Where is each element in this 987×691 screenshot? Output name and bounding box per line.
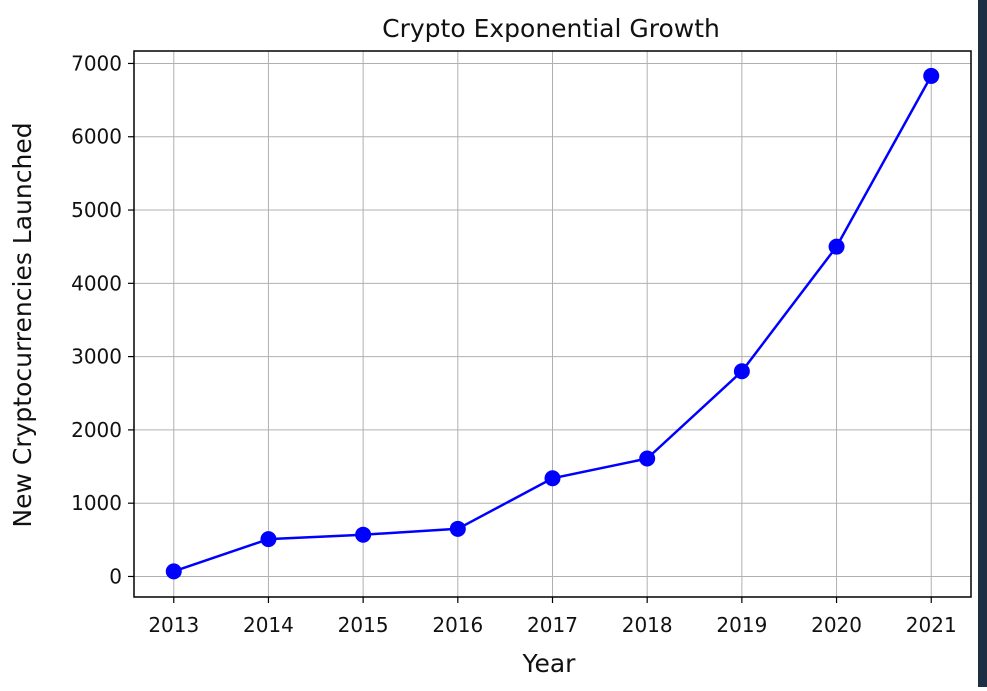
data-point-2014 xyxy=(260,531,277,548)
y-tick-label: 1000 xyxy=(71,491,122,515)
y-tick-label: 7000 xyxy=(71,51,122,75)
y-tick-label: 3000 xyxy=(71,345,122,369)
data-point-2018 xyxy=(639,450,656,467)
x-tick-label: 2013 xyxy=(148,613,199,637)
x-tick-label: 2017 xyxy=(527,613,578,637)
x-tick-label: 2021 xyxy=(906,613,957,637)
y-tick-label: 6000 xyxy=(71,125,122,149)
x-tick-label: 2020 xyxy=(811,613,862,637)
data-point-2019 xyxy=(733,363,750,380)
data-point-2016 xyxy=(449,520,466,537)
data-point-2013 xyxy=(165,563,182,580)
grid-lines xyxy=(134,51,971,597)
x-axis-label: Year xyxy=(522,649,577,678)
x-tick-label: 2016 xyxy=(432,613,483,637)
y-tick-label: 4000 xyxy=(71,271,122,295)
chart-title: Crypto Exponential Growth xyxy=(382,14,720,43)
data-points xyxy=(165,67,940,580)
y-tick-label: 0 xyxy=(109,564,122,588)
y-tick-label: 2000 xyxy=(71,418,122,442)
y-axis-label: New Cryptocurrencies Launched xyxy=(8,122,37,527)
x-axis-ticks: 2013 2014 2015 2016 2017 2018 2019 2020 2021 xyxy=(148,597,957,637)
window-edge xyxy=(978,0,987,687)
y-tick-label: 5000 xyxy=(71,198,122,222)
data-point-2017 xyxy=(544,470,561,487)
data-point-2021 xyxy=(923,67,940,84)
x-tick-label: 2014 xyxy=(243,613,294,637)
x-tick-label: 2019 xyxy=(716,613,767,637)
x-tick-label: 2018 xyxy=(622,613,673,637)
x-tick-label: 2015 xyxy=(338,613,389,637)
data-point-2020 xyxy=(828,238,845,255)
y-axis-ticks: 0 1000 2000 3000 4000 5000 6000 7000 xyxy=(71,51,134,588)
data-point-2015 xyxy=(355,526,372,543)
